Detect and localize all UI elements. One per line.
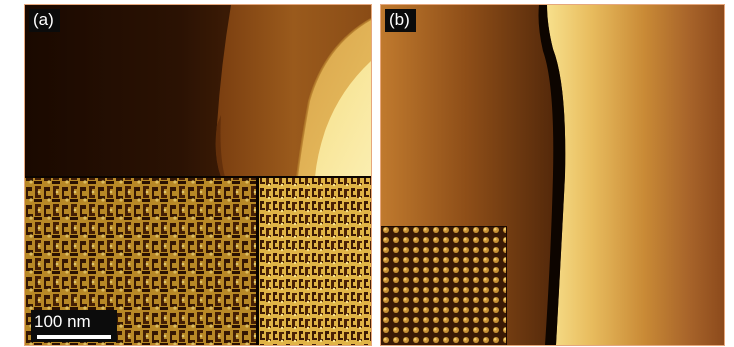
panel-b: (b) <box>380 4 725 346</box>
scale-bar-label: 100 nm <box>34 312 91 331</box>
afm-topography-image-a <box>25 5 371 345</box>
panel-label-b: (b) <box>385 9 416 32</box>
panel-label-a: (a) <box>29 9 60 32</box>
afm-topography-image-b <box>381 5 724 345</box>
panel-a: (a) 100 nm <box>24 4 372 346</box>
scale-bar: 100 nm <box>31 310 117 342</box>
scale-bar-line <box>37 335 111 339</box>
